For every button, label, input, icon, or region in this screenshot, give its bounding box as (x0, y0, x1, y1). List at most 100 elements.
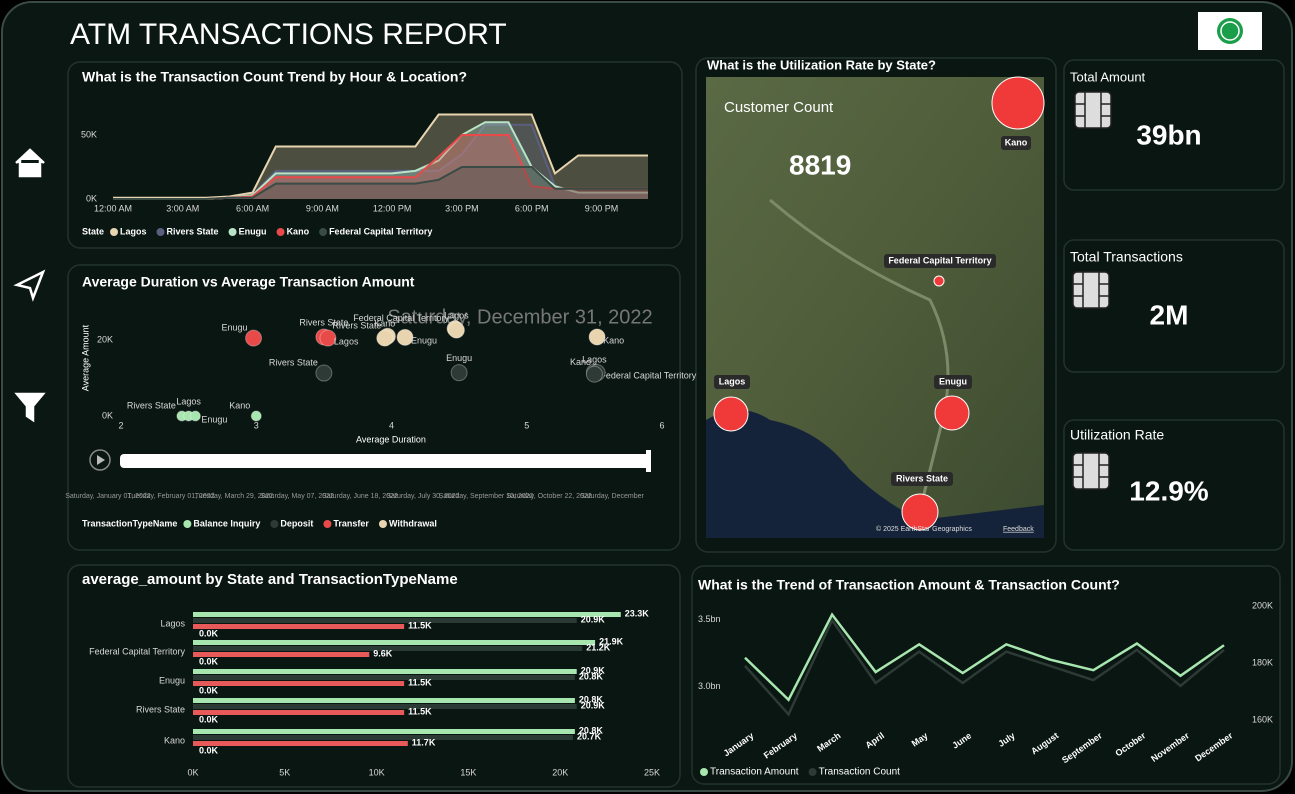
kpi-card (1063, 239, 1285, 373)
point (319, 329, 337, 347)
x-tick-label: 12:00 PM (373, 203, 412, 213)
bar-label: 11.7K (412, 737, 436, 747)
kpi-label: Utilization Rate (1070, 427, 1164, 443)
bar (193, 735, 574, 740)
legend-label: Deposit (280, 518, 313, 528)
legend-label: Lagos (120, 226, 147, 236)
x-tick-label: 20K (552, 767, 568, 777)
chip-icon (1072, 452, 1110, 490)
point (189, 410, 201, 422)
legend-marker (183, 520, 192, 528)
bar-label: 11.5K (408, 620, 432, 630)
legend-label: Rivers State (167, 226, 219, 236)
point-label: Lagos (444, 310, 469, 320)
bar-label: 0.0K (199, 656, 219, 666)
x-axis-title: Average Duration (356, 434, 426, 444)
bar (193, 710, 405, 715)
timeline-handle[interactable] (646, 450, 651, 472)
legend-marker (228, 228, 237, 236)
attribution: © 2025 EarthStar Geographics (876, 525, 972, 533)
timeline-label: Saturday, June 18, 2022 (322, 493, 398, 500)
bubble[interactable] (934, 395, 970, 431)
legend-marker (276, 228, 285, 236)
bar (193, 681, 405, 686)
kpi-value: 39bn (1136, 119, 1201, 150)
y-axis-title: Average Amount (80, 324, 90, 391)
kpi-label: Total Amount (1070, 69, 1146, 84)
y-tick-label: Enugu (159, 675, 185, 685)
y-tick-label: 3.5bn (698, 614, 721, 624)
point-label: Rivers State (269, 357, 318, 367)
bar (193, 704, 577, 709)
legend-marker (319, 228, 328, 236)
state-label: Lagos (719, 376, 746, 386)
bar-label: 20.8K (579, 694, 604, 704)
point-label: Rivers State (299, 317, 348, 327)
bar (193, 729, 575, 734)
bar-label: 0.0K (199, 714, 219, 724)
timeline-label: Saturday, May 07, 2022 (260, 493, 334, 500)
legend-label: Enugu (239, 226, 267, 236)
x-tick-label: 3:00 AM (166, 203, 199, 213)
point-label: Kano (229, 400, 250, 410)
chart-title: average_amount by State and TransactionT… (82, 571, 458, 588)
navigate-icon[interactable] (13, 269, 46, 302)
bubble[interactable] (901, 493, 939, 531)
home-icon[interactable] (15, 148, 45, 178)
y2-tick-label: 160K (1252, 714, 1273, 724)
x-tick-label: 10K (369, 767, 385, 777)
timeline-track[interactable] (120, 454, 650, 468)
point (250, 410, 262, 422)
bar (193, 612, 621, 617)
y-tick-label: 3.0bn (698, 681, 721, 691)
point (245, 329, 263, 347)
report-title: ATM TRANSACTIONS REPORT (70, 18, 507, 51)
bar-label: 23.3K (625, 608, 650, 618)
x-tick-label: 6:00 AM (236, 203, 269, 213)
legend-marker (323, 520, 332, 528)
feedback-link[interactable]: Feedback (1003, 526, 1034, 533)
kpis: Total Amount 39bn Total Transactions 2M … (1070, 69, 1209, 506)
filter-icon[interactable] (14, 392, 46, 423)
bubble[interactable] (933, 275, 945, 287)
point-label: Kano (570, 357, 591, 367)
chip-lines (1073, 272, 1109, 308)
bubble[interactable] (713, 396, 749, 432)
timeline-label: Tuesday, February 01, 2022 (127, 493, 214, 500)
timeline-label: Saturday, October 22, 2022 (506, 493, 592, 500)
legend-marker (156, 228, 165, 236)
bar-label: 0.0K (199, 745, 219, 755)
play-icon (97, 455, 105, 465)
y-tick-label: Kano (164, 735, 185, 745)
legend-label: Balance Inquiry (193, 518, 260, 528)
point-label: Federal Capital Territory (353, 313, 449, 323)
chart-title: Average Duration vs Average Transaction … (82, 274, 415, 290)
x-tick-label: 5K (279, 767, 290, 777)
kpi-card (1063, 419, 1285, 551)
bar (193, 741, 408, 746)
point-label: Kano (603, 335, 624, 345)
area-line (113, 166, 648, 200)
legend-label: Transaction Count (819, 767, 901, 778)
point-label: Enugu (411, 336, 437, 346)
point-label: Enugu (222, 322, 248, 332)
y-tick-label: 50K (81, 129, 97, 139)
legend-title: State (82, 226, 104, 236)
chart-title: What is the Transaction Count Trend by H… (82, 69, 467, 85)
label-box (934, 375, 972, 389)
kpi-label: Total Transactions (1070, 249, 1183, 265)
card (67, 61, 683, 249)
state-label: Enugu (939, 376, 967, 386)
y2-tick-label: 200K (1252, 600, 1273, 610)
customer-count: 8819 (789, 149, 851, 180)
kpi-value: 2M (1150, 299, 1189, 330)
river (769, 198, 950, 511)
x-tick-label: 6:00 PM (515, 203, 549, 213)
logo-ring (1220, 21, 1240, 41)
bubble[interactable] (991, 76, 1045, 130)
point-label: Lagos (582, 355, 607, 365)
x-tick-label: 2 (118, 420, 123, 430)
play-button[interactable] (89, 449, 111, 471)
